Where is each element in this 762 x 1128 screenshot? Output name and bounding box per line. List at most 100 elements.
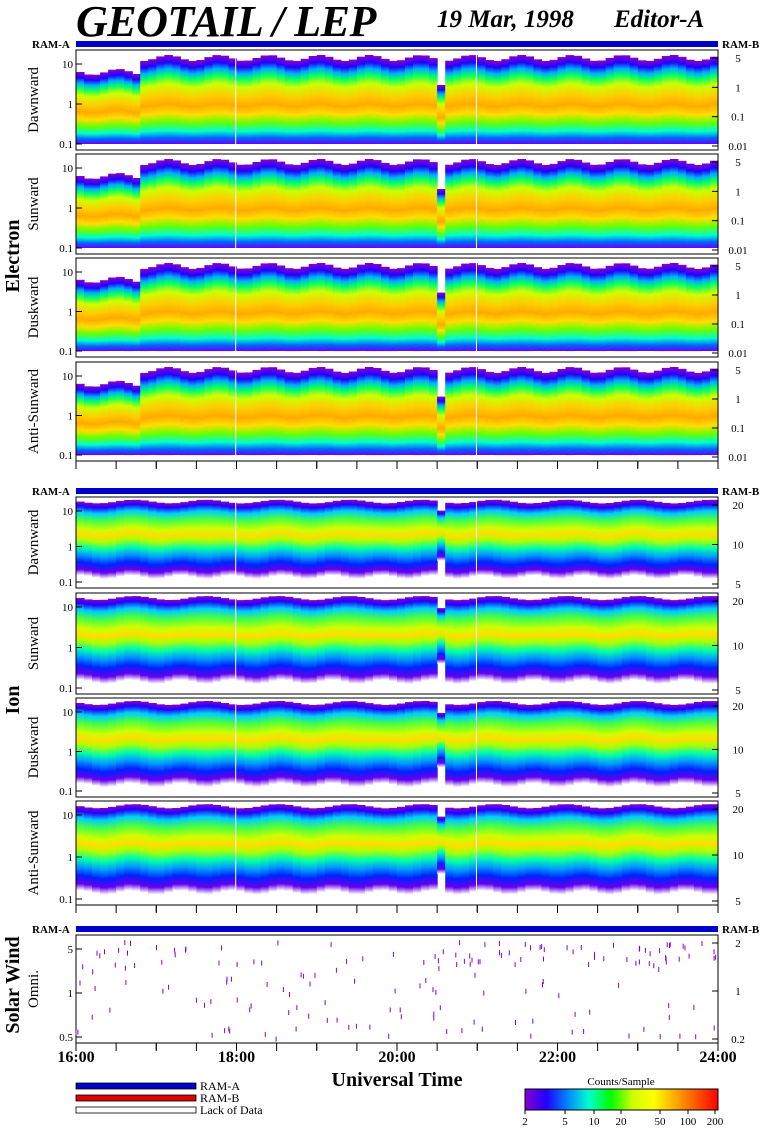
group-ion-panel-anti-sunward-column bbox=[84, 807, 93, 892]
group-electron-panel-anti-sunward-column bbox=[340, 372, 350, 456]
group-solar-wind-panel-omni--right-tick-label: 2 bbox=[735, 938, 741, 950]
group-electron-panel-sunward-column bbox=[260, 159, 270, 248]
group-ion-panel-sunward-column bbox=[300, 599, 310, 684]
group-electron-panel-sunward-column bbox=[84, 178, 93, 248]
group-ion-panel-duskward-column bbox=[164, 704, 173, 786]
group-electron-panel-sunward-column bbox=[220, 159, 230, 248]
group-electron-panel-sunward-column bbox=[485, 164, 494, 248]
group-electron-panel-duskward-column bbox=[710, 264, 719, 352]
group-ion-panel-duskward-frame bbox=[75, 697, 719, 798]
group-electron-panel-anti-sunward-column bbox=[356, 368, 366, 455]
group-ion-panel-dawnward-right-tick-label: 10 bbox=[733, 540, 745, 552]
group-electron-panel-sunward-column bbox=[276, 161, 286, 248]
group-ion-panel-duskward-column bbox=[661, 704, 671, 787]
group-ion-panel-anti-sunward-column bbox=[613, 806, 623, 894]
group-electron-panel-sunward-right-tick-label: 1 bbox=[735, 186, 741, 198]
group-electron-panel-sunward-column bbox=[509, 160, 518, 248]
group-electron-panel-sunward-column bbox=[76, 176, 85, 248]
group-ion-panel-sunward-column bbox=[212, 596, 221, 683]
group-ion-panel-dawnward-column bbox=[124, 500, 133, 576]
group-electron-panel-dawnward-column bbox=[244, 60, 254, 144]
group-electron-panel-duskward-column bbox=[204, 265, 213, 352]
group-electron-panel-duskward-column bbox=[308, 263, 318, 351]
group-ion-panel-sunward-column bbox=[397, 598, 406, 684]
group-ion-panel-duskward-column bbox=[156, 704, 165, 787]
group-electron-panel-dawnward-column bbox=[573, 55, 583, 144]
group-ion-panel-duskward-column bbox=[421, 701, 430, 784]
group-ion-panel-duskward-column bbox=[581, 703, 591, 784]
group-ion-panel-sunward-column bbox=[677, 599, 687, 680]
group-ion-panel-sunward-left-tick-label: 0.1 bbox=[59, 683, 73, 695]
legend-swatch bbox=[75, 1094, 197, 1102]
group-electron-panel-duskward-column bbox=[413, 263, 422, 352]
group-ion-panel-duskward-column bbox=[124, 701, 133, 784]
group-electron-panel-dawnward-column bbox=[541, 61, 551, 144]
group-ion-panel-anti-sunward-column bbox=[397, 806, 406, 894]
group-electron-panel-sunward-column bbox=[621, 159, 631, 248]
group-electron-panel-dawnward-column bbox=[228, 58, 238, 144]
group-electron-panel-sunward-column bbox=[653, 162, 663, 248]
group-ion-panel-sunward-column bbox=[284, 596, 294, 681]
group-electron-panel-duskward-column bbox=[693, 268, 703, 352]
group-ion-panel-duskward-column bbox=[100, 704, 109, 788]
group-electron-panel-anti-sunward-column bbox=[276, 369, 286, 455]
group-electron-panel-duskward-column bbox=[429, 266, 438, 352]
editor-label: Editor-A bbox=[614, 6, 705, 33]
group-electron-panel-sunward-column bbox=[477, 161, 486, 248]
group-electron-panel-anti-sunward-column bbox=[493, 372, 502, 456]
group-ion-panel-dawnward-column bbox=[605, 503, 615, 579]
group-electron-panel-duskward-column bbox=[437, 292, 446, 351]
group-electron-panel-duskward-column bbox=[172, 264, 181, 351]
group-electron-panel-sunward-column bbox=[413, 159, 422, 248]
group-ion-panel-sunward-column bbox=[413, 596, 422, 683]
group-ion-panel-dawnward-column bbox=[84, 502, 93, 577]
group-ion-panel-anti-sunward-column bbox=[509, 806, 518, 895]
group-electron-panel-sunward-column bbox=[140, 165, 149, 248]
group-ion-panel-duskward-column bbox=[212, 701, 221, 786]
group-ion-panel-sunward-column bbox=[220, 598, 230, 681]
group-ion-panel-anti-sunward-column bbox=[348, 804, 358, 895]
group-ion-panel-sunward-column bbox=[621, 597, 631, 681]
group-electron-panel-dawnward-column bbox=[236, 60, 246, 145]
group-ion-panel-duskward-column bbox=[276, 701, 286, 784]
group-ion-panel-sunward-column bbox=[453, 600, 462, 684]
group-electron-panel-duskward-column bbox=[525, 264, 534, 352]
group-ion-panel-dawnward-column bbox=[140, 500, 149, 578]
group-ion-panel-dawnward-column bbox=[525, 503, 534, 576]
group-solar-wind-panel-omni--left-tick-label: 5 bbox=[68, 944, 74, 956]
group-electron-panel-dawnward-column bbox=[308, 56, 318, 144]
group-electron-panel-duskward-left-tick-label: 10 bbox=[62, 267, 74, 279]
group-electron-panel-anti-sunward-column bbox=[316, 367, 326, 456]
group-ion-panel-dawnward-left-tick-label: 10 bbox=[62, 506, 74, 518]
group-ion-panel-duskward-column bbox=[702, 701, 711, 787]
group-electron-panel-dawnward-column bbox=[300, 58, 310, 144]
group-ion-panel-sunward-column bbox=[276, 596, 286, 680]
group-electron-panel-duskward-frame bbox=[75, 257, 719, 358]
group-electron-ram-b-label: RAM-B bbox=[722, 39, 760, 51]
group-electron-panel-anti-sunward-column bbox=[212, 367, 221, 456]
group-electron-panel-anti-sunward-right-tick-label: 0.01 bbox=[728, 452, 747, 464]
group-ion-panel-dawnward-column bbox=[292, 501, 302, 578]
group-ion-panel-duskward-column bbox=[677, 704, 687, 784]
group-electron-panel-anti-sunward-column bbox=[300, 370, 310, 455]
group-electron-panel-dawnward-column bbox=[164, 55, 173, 144]
group-ion-panel-duskward-column bbox=[710, 701, 719, 787]
group-electron-panel-anti-sunward-column bbox=[220, 367, 230, 456]
group-ion-panel-dawnward-column bbox=[196, 499, 205, 579]
group-electron-panel-sunward-column bbox=[661, 160, 671, 248]
group-electron-panel-duskward-column bbox=[389, 268, 398, 352]
group-ion-panel-duskward-left-tick-label: 0.1 bbox=[59, 786, 73, 798]
group-electron-panel-dawnward-column bbox=[284, 60, 294, 144]
group-electron-panel-duskward-column bbox=[405, 265, 414, 351]
colorbar-tick-label: 5 bbox=[562, 1116, 568, 1128]
group-ion-panel-duskward-column bbox=[405, 702, 414, 787]
group-ion-panel-anti-sunward-column bbox=[124, 804, 133, 891]
group-electron-panel-dawnward-column bbox=[677, 56, 687, 144]
group-ion-panel-sunward-column bbox=[565, 596, 575, 683]
group-ion-panel-duskward-column bbox=[220, 703, 230, 784]
group-ion-panel-sunward-column bbox=[164, 600, 173, 682]
group-ion-panel-dawnward-column bbox=[493, 499, 502, 578]
group-ion-panel-anti-sunward-column bbox=[533, 807, 542, 891]
group-electron-panel-dawnward-column bbox=[252, 58, 262, 144]
legend-label: RAM-A bbox=[200, 1079, 240, 1093]
